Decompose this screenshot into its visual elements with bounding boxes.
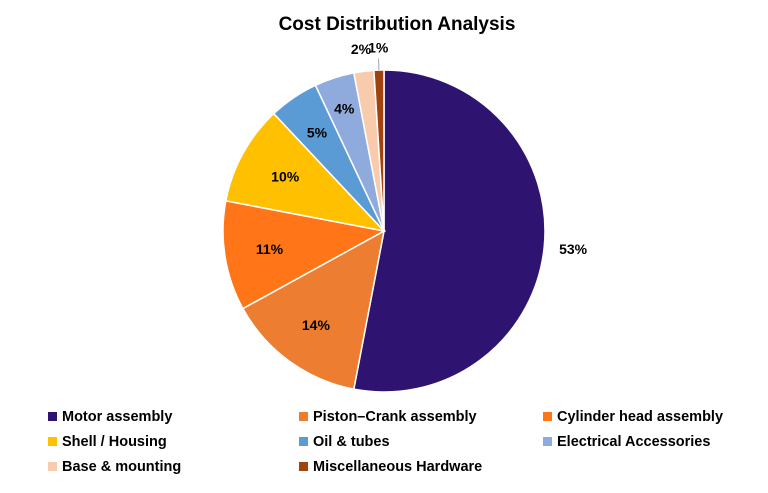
legend-label: Motor assembly: [62, 409, 172, 425]
data-labels: 53% 14% 11% 10% 5% 4% 2%1%: [256, 40, 588, 333]
legend-swatch: [299, 437, 308, 446]
legend-swatch: [299, 462, 308, 471]
pie-slice-piston-crank-assembly: [241, 229, 386, 391]
pie-slice-shell-housing: [224, 112, 387, 233]
legend-label: Piston–Crank assembly: [313, 409, 477, 425]
data-label-shell-housing: 10%: [271, 169, 300, 185]
legend-label: Miscellaneous Hardware: [313, 459, 482, 475]
legend-label: Electrical Accessories: [557, 434, 710, 450]
legend-item-motor-assembly: Motor assembly: [48, 409, 172, 425]
legend-swatch: [299, 412, 308, 421]
legend-label: Base & mounting: [62, 459, 181, 475]
data-label-motor-assembly: 53%: [559, 241, 588, 257]
legend-swatch: [543, 412, 552, 421]
data-label-cylinder-head-assembly: 11%: [256, 241, 284, 257]
legend-item-electrical-accessories: Electrical Accessories: [543, 434, 710, 450]
legend-label: Oil & tubes: [313, 434, 390, 450]
legend-label: Cylinder head assembly: [557, 409, 723, 425]
legend-swatch: [48, 437, 57, 446]
pie-slices: [222, 69, 546, 393]
pie-slice-cylinder-head-assembly: [222, 199, 387, 310]
data-label-piston-crank-assembly: 14%: [302, 317, 331, 333]
legend-label: Shell / Housing: [62, 434, 167, 450]
legend-item-cylinder-head-assembly: Cylinder head assembly: [543, 409, 723, 425]
legend-item-miscellaneous-hardware: Miscellaneous Hardware: [299, 459, 482, 475]
legend-swatch: [48, 462, 57, 471]
pie-slice-motor-assembly: [352, 69, 546, 393]
chart-title: Cost Distribution Analysis: [279, 14, 516, 35]
data-label-miscellaneous-hardware: 1%: [368, 40, 389, 56]
legend: Motor assembly Piston–Crank assembly Cylin…: [48, 409, 723, 475]
data-label-electrical-accessories: 4%: [334, 101, 355, 117]
data-label-base-mounting: 2%: [351, 41, 372, 57]
legend-item-oil-tubes: Oil & tubes: [299, 434, 390, 450]
legend-item-shell-housing: Shell / Housing: [48, 434, 167, 450]
data-label-oil-tubes: 5%: [307, 125, 328, 141]
legend-swatch: [48, 412, 57, 421]
legend-item-base-mounting: Base & mounting: [48, 459, 181, 475]
legend-swatch: [543, 437, 552, 446]
legend-item-piston-crank-assembly: Piston–Crank assembly: [299, 409, 477, 425]
